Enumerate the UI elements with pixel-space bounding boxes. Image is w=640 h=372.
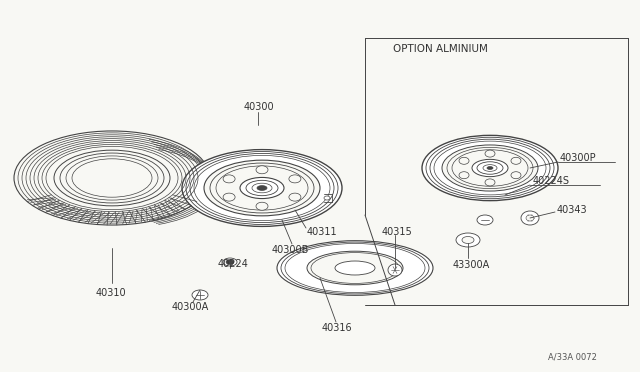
- Ellipse shape: [289, 193, 301, 201]
- Ellipse shape: [526, 215, 534, 221]
- Ellipse shape: [324, 196, 330, 200]
- Ellipse shape: [289, 175, 301, 183]
- Text: 40300P: 40300P: [560, 153, 596, 163]
- Ellipse shape: [456, 233, 480, 247]
- Ellipse shape: [521, 211, 539, 225]
- Text: 40311: 40311: [307, 227, 338, 237]
- Ellipse shape: [477, 215, 493, 225]
- Ellipse shape: [511, 172, 521, 179]
- Ellipse shape: [485, 179, 495, 186]
- Text: A/33A 0072: A/33A 0072: [548, 353, 597, 362]
- Text: 40315: 40315: [382, 227, 413, 237]
- Ellipse shape: [487, 167, 493, 169]
- Ellipse shape: [240, 177, 284, 199]
- Ellipse shape: [335, 261, 375, 275]
- Ellipse shape: [388, 264, 402, 276]
- Ellipse shape: [442, 145, 538, 191]
- Ellipse shape: [277, 241, 433, 295]
- Ellipse shape: [223, 193, 235, 201]
- Ellipse shape: [511, 157, 521, 164]
- Ellipse shape: [256, 166, 268, 174]
- Ellipse shape: [307, 251, 403, 285]
- Text: 40224S: 40224S: [533, 176, 570, 186]
- Text: OPTION ALMINIUM: OPTION ALMINIUM: [393, 44, 488, 54]
- Ellipse shape: [192, 290, 208, 300]
- Text: 40300: 40300: [244, 102, 275, 112]
- Text: 43300A: 43300A: [453, 260, 490, 270]
- Text: 40224: 40224: [218, 259, 249, 269]
- Text: 40316: 40316: [322, 323, 353, 333]
- Ellipse shape: [223, 258, 237, 266]
- Ellipse shape: [462, 237, 474, 244]
- Ellipse shape: [256, 202, 268, 210]
- Ellipse shape: [182, 150, 342, 227]
- Text: 40300B: 40300B: [272, 245, 309, 255]
- Text: 40310: 40310: [96, 288, 127, 298]
- Ellipse shape: [204, 160, 320, 216]
- Ellipse shape: [257, 186, 267, 190]
- Ellipse shape: [485, 150, 495, 157]
- Text: 40343: 40343: [557, 205, 588, 215]
- Ellipse shape: [472, 159, 508, 177]
- Text: 40300A: 40300A: [172, 302, 209, 312]
- Ellipse shape: [54, 150, 170, 206]
- Ellipse shape: [459, 172, 469, 179]
- Ellipse shape: [226, 260, 234, 264]
- Ellipse shape: [459, 157, 469, 164]
- Ellipse shape: [223, 175, 235, 183]
- Ellipse shape: [422, 135, 558, 201]
